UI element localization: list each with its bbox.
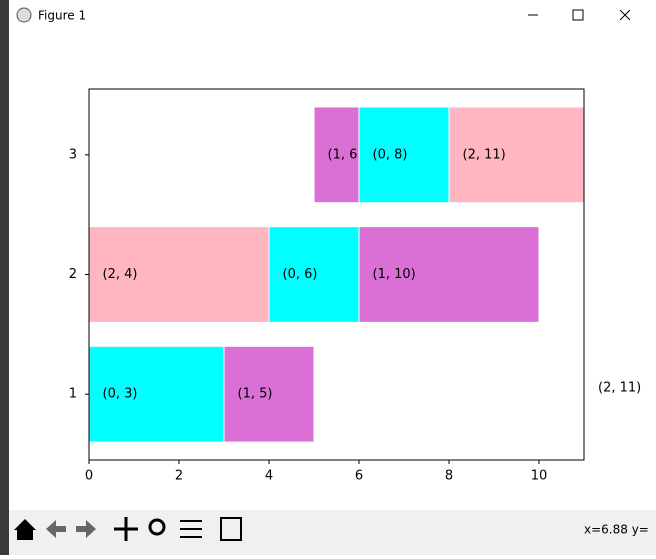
task-label: (1, 6) [328,147,363,162]
maximize-button[interactable] [572,9,584,21]
task-label: (0, 8) [373,147,408,162]
close-button[interactable] [619,9,631,21]
zoom-button[interactable] [148,518,166,536]
y-tick-label: 2 [69,267,77,282]
app-icon [16,7,32,23]
forward-button[interactable] [76,520,96,538]
y-tick-label: 3 [69,147,77,162]
home-button[interactable] [14,519,36,540]
y-tick-label: 1 [69,387,77,402]
x-tick-label: 8 [445,469,453,484]
task-label: (0, 3) [103,387,138,402]
task-bar [88,226,270,323]
task-bar [448,106,585,204]
configure-button[interactable] [180,520,202,538]
pan-button[interactable] [114,517,138,541]
x-tick-label: 2 [175,469,183,484]
x-tick-label: 6 [355,469,363,484]
task-label: (2, 4) [103,267,138,282]
task-bar [223,345,315,443]
task-label: (1, 10) [373,267,416,282]
toolbar [9,510,656,555]
task-bar [358,226,540,323]
task-label: (2, 11) [463,147,506,162]
task-bar [313,106,360,204]
back-button[interactable] [46,520,66,538]
x-tick-label: 0 [85,469,93,484]
task-bar [268,226,360,323]
task-bar [358,106,450,204]
x-tick-label: 10 [531,469,548,484]
axes [88,88,585,461]
window-title: Figure 1 [38,9,86,23]
save-button[interactable] [220,517,242,541]
task-label: (1, 5) [238,387,273,402]
x-tick-label: 4 [265,469,273,484]
annotation: (2, 11) [598,381,641,396]
status-text: x=6.88 y= [584,523,649,537]
task-label: (0, 6) [283,267,318,282]
